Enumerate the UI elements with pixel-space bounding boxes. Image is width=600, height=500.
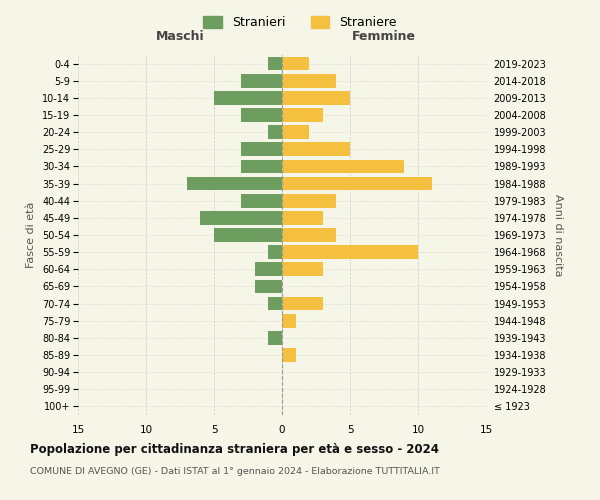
Bar [187,176,282,190]
Bar [268,331,282,344]
Bar [282,126,309,139]
Bar [241,194,282,207]
Bar [241,108,282,122]
Bar [282,314,296,328]
Bar [282,56,309,70]
Legend: Stranieri, Straniere: Stranieri, Straniere [198,11,402,34]
Bar [282,142,350,156]
Text: COMUNE DI AVEGNO (GE) - Dati ISTAT al 1° gennaio 2024 - Elaborazione TUTTITALIA.: COMUNE DI AVEGNO (GE) - Dati ISTAT al 1°… [30,468,440,476]
Text: Maschi: Maschi [155,30,205,43]
Bar [214,228,282,242]
Bar [255,262,282,276]
Bar [200,211,282,224]
Bar [282,108,323,122]
Bar [282,91,350,104]
Bar [241,142,282,156]
Bar [282,348,296,362]
Bar [282,74,337,88]
Bar [268,56,282,70]
Y-axis label: Fasce di età: Fasce di età [26,202,37,268]
Bar [282,176,431,190]
Bar [268,246,282,259]
Bar [268,296,282,310]
Text: Femmine: Femmine [352,30,416,43]
Bar [282,262,323,276]
Bar [282,160,404,173]
Bar [214,91,282,104]
Bar [282,228,337,242]
Bar [241,160,282,173]
Text: Popolazione per cittadinanza straniera per età e sesso - 2024: Popolazione per cittadinanza straniera p… [30,442,439,456]
Bar [255,280,282,293]
Bar [282,246,418,259]
Bar [268,126,282,139]
Y-axis label: Anni di nascita: Anni di nascita [553,194,563,276]
Bar [282,211,323,224]
Bar [282,194,337,207]
Bar [241,74,282,88]
Bar [282,296,323,310]
